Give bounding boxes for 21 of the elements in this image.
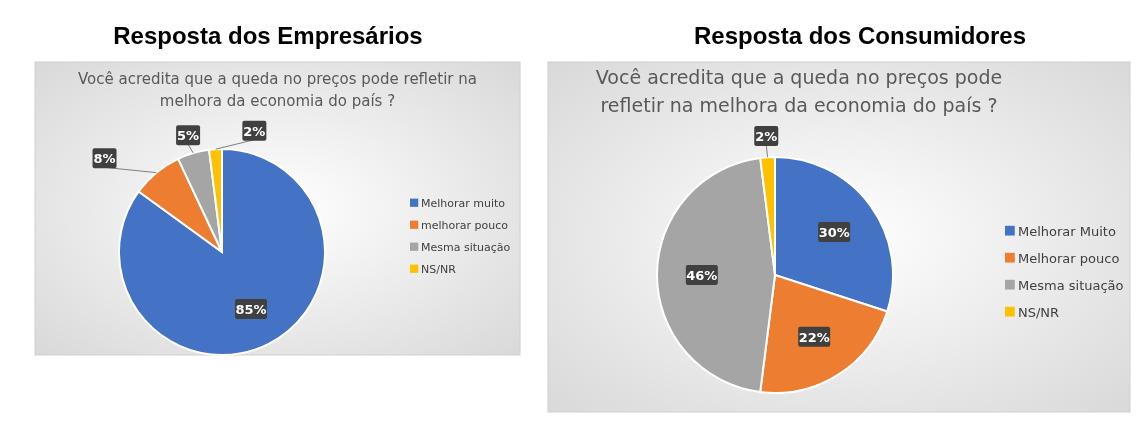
data-label: 8% [93, 151, 116, 167]
data-label: 85% [235, 301, 267, 317]
legend-label: Melhorar muito [421, 196, 506, 210]
data-label: 22% [798, 329, 830, 345]
legend-label: NS/NR [421, 262, 457, 276]
legend-label: melhorar pouco [421, 218, 509, 232]
pie-slice [118, 148, 326, 356]
chart-subtitle: Você acredita que a queda no preços pode refletir na melhora da economia do país ? [78, 70, 477, 110]
data-label: 2% [243, 123, 266, 139]
data-label: 5% [177, 128, 200, 144]
data-label: 2% [755, 129, 778, 145]
legend-label: Mesma situação [1018, 277, 1124, 293]
legend-label: Mesma situação [421, 240, 511, 254]
chart-title: Resposta dos Consumidores [693, 22, 1027, 49]
legend-label: NS/NR [1018, 304, 1060, 320]
legend-label: Melhorar Muito [1018, 223, 1116, 239]
chart-title: Resposta dos Empresários [113, 22, 423, 49]
chart-subtitle: Você acredita que a queda no preços pode refletir na melhora da economia do país ? [595, 66, 1003, 116]
data-label: 30% [818, 225, 850, 240]
data-label: 46% [686, 268, 718, 283]
legend-label: Melhorar pouco [1018, 250, 1120, 266]
